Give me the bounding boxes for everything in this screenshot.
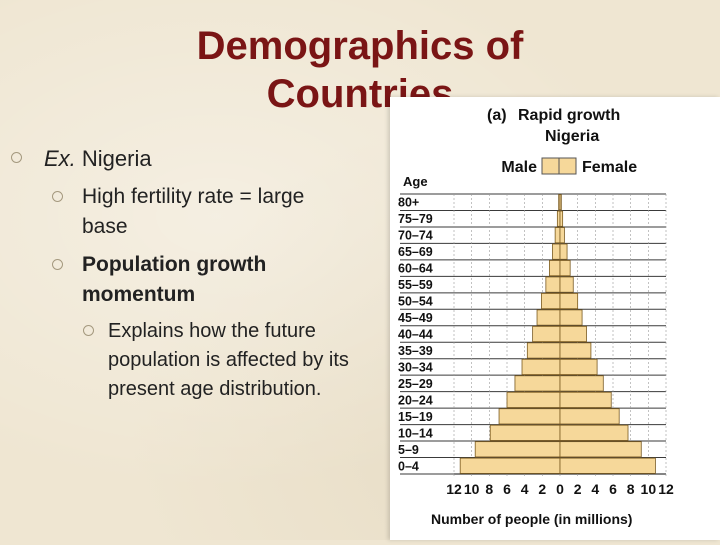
bar-female-70–74 <box>559 227 565 244</box>
bar-male-5–9 <box>474 441 561 458</box>
age-label: 10–14 <box>398 426 433 440</box>
bar-female-10–14 <box>559 424 629 441</box>
legend-male-label: Male <box>501 159 537 176</box>
bar-male-0–4 <box>459 457 561 474</box>
title-line-1: Demographics of <box>196 24 524 68</box>
age-label: 50–54 <box>398 295 433 309</box>
bar-male-20–24 <box>506 391 561 408</box>
bar-male-70–74 <box>554 227 561 244</box>
x-tick-label: 12 <box>446 481 462 497</box>
age-label: 5–9 <box>398 443 419 457</box>
bar-male-65–69 <box>552 243 561 260</box>
age-label: 25–29 <box>398 377 433 391</box>
x-tick-labels: 12 10 8 6 4 2 0 2 4 6 8 10 12 <box>446 481 674 497</box>
x-tick-label: 8 <box>485 481 493 497</box>
bullet-level2-momentum: Population growth momentum <box>82 250 266 310</box>
bar-female-30–34 <box>559 358 598 375</box>
x-tick-label: 8 <box>627 481 635 497</box>
legend-male-swatch <box>541 157 560 175</box>
age-label: 65–69 <box>398 245 433 259</box>
bar-male-30–34 <box>521 358 561 375</box>
bar-female-65–69 <box>559 243 568 260</box>
bullet-line: base <box>82 215 128 238</box>
age-label: 15–19 <box>398 410 433 424</box>
x-tick-label: 6 <box>609 481 617 497</box>
x-tick-label: 12 <box>658 481 674 497</box>
age-label: 40–44 <box>398 328 433 342</box>
age-label: 60–64 <box>398 262 433 276</box>
bar-male-25–29 <box>514 375 561 392</box>
bar-female-0–4 <box>559 457 656 474</box>
x-axis-label: Number of people (in millions) <box>431 511 632 527</box>
age-label: 0–4 <box>398 459 419 473</box>
x-tick-label: 4 <box>521 481 529 497</box>
panel-label: (a) <box>487 107 507 124</box>
bullet-level1: Ex. Nigeria <box>44 144 152 174</box>
age-label: 80+ <box>398 196 419 210</box>
bullet-circle-icon <box>52 259 63 270</box>
bar-female-60–64 <box>559 260 571 277</box>
x-tick-label: 2 <box>538 481 546 497</box>
y-axis-label: Age <box>403 174 428 189</box>
chart-title-line-1: Rapid growth <box>518 107 620 124</box>
bar-female-55–59 <box>559 276 574 293</box>
bar-female-50–54 <box>559 293 579 310</box>
bar-male-40–44 <box>532 325 561 343</box>
bar-female-75–79 <box>559 210 564 227</box>
age-label: 35–39 <box>398 344 433 358</box>
population-pyramid-panel: (a) Rapid growth Nigeria Male Female Age… <box>390 97 720 540</box>
bar-male-60–64 <box>548 260 561 277</box>
x-tick-label: 6 <box>503 481 511 497</box>
bullet-line: High fertility rate = large <box>82 185 305 208</box>
bullet-line: momentum <box>82 283 196 306</box>
bar-female-5–9 <box>559 441 642 458</box>
age-grid <box>400 193 667 478</box>
bullet-text: Nigeria <box>75 146 152 171</box>
bar-female-20–24 <box>559 391 612 408</box>
bar-male-15–19 <box>498 408 561 425</box>
bullet-line: population is affected by its <box>108 349 349 371</box>
chart-title-line-2: Nigeria <box>545 128 599 145</box>
bar-male-10–14 <box>489 424 561 441</box>
bar-female-25–29 <box>559 375 604 392</box>
bullet-line: Explains how the future <box>108 320 316 342</box>
bullet-line: Population growth <box>82 253 267 276</box>
age-label: 75–79 <box>398 212 433 226</box>
age-label: 30–34 <box>398 360 433 374</box>
bullet-level3-explains: Explains how the future population is af… <box>108 317 349 404</box>
bar-female-35–39 <box>559 342 592 359</box>
x-tick-label: 10 <box>641 481 657 497</box>
x-tick-label: 10 <box>464 481 480 497</box>
age-labels: 0–4 5–9 10–14 15–19 20–24 25–29 30–34 35–39 40–4… <box>398 196 433 474</box>
age-label: 20–24 <box>398 393 433 407</box>
population-pyramid-chart: (a) Rapid growth Nigeria Male Female Age… <box>398 107 674 527</box>
age-label: 70–74 <box>398 229 433 243</box>
bar-male-55–59 <box>545 276 561 293</box>
bar-female-40–44 <box>559 325 587 343</box>
x-tick-label: 0 <box>556 481 564 497</box>
bar-male-35–39 <box>526 342 561 359</box>
bullet-circle-icon <box>52 191 63 202</box>
bar-male-45–49 <box>536 309 561 326</box>
bullet-circle-icon <box>11 152 22 163</box>
bullet-prefix: Ex. <box>44 146 76 171</box>
bar-female-45–49 <box>559 309 583 326</box>
bullet-level2-fertility: High fertility rate = large base <box>82 182 304 242</box>
legend-female-label: Female <box>582 159 637 176</box>
bar-female-15–19 <box>559 408 620 425</box>
age-label: 45–49 <box>398 311 433 325</box>
age-label: 55–59 <box>398 278 433 292</box>
bullet-circle-icon <box>83 325 94 336</box>
bullet-line: present age distribution. <box>108 378 322 400</box>
x-tick-label: 4 <box>591 481 599 497</box>
bar-female-80+ <box>559 194 562 211</box>
bar-male-50–54 <box>541 293 561 310</box>
x-tick-label: 2 <box>574 481 582 497</box>
bars-group <box>459 194 656 474</box>
legend-female-swatch <box>558 157 577 175</box>
